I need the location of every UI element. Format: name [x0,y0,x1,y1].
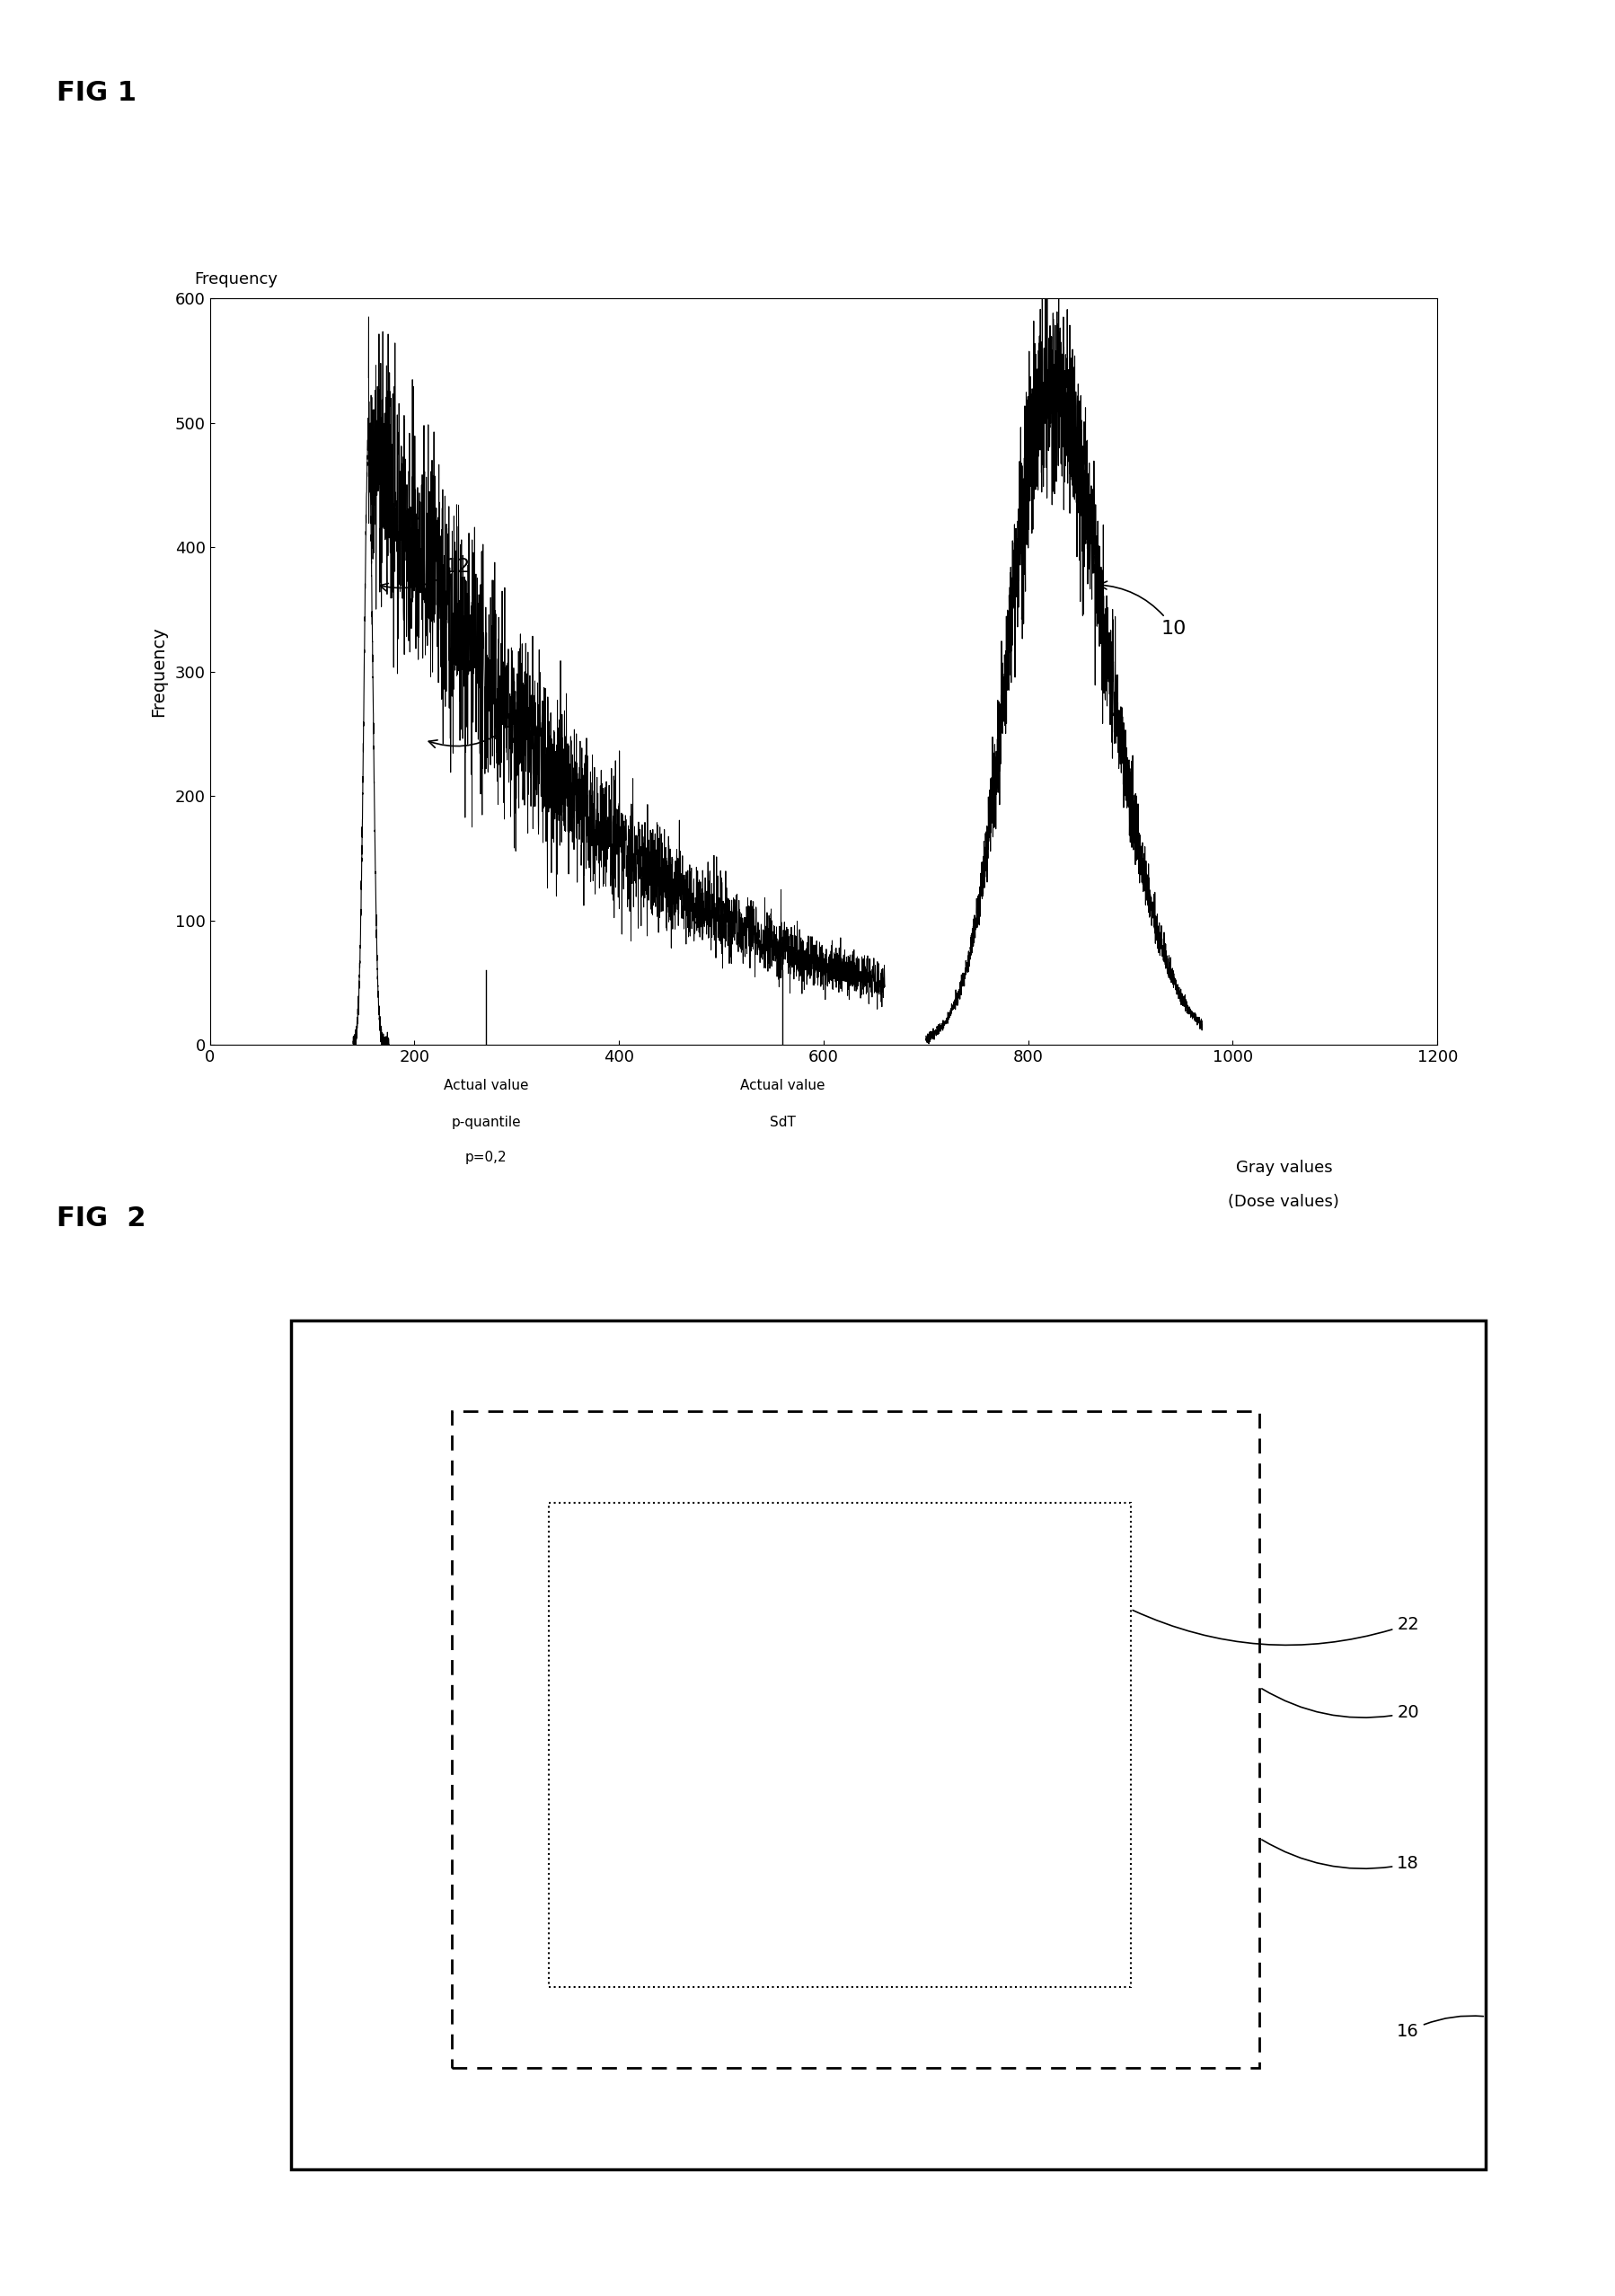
Text: p-quantile: p-quantile [451,1116,522,1130]
Text: 18: 18 [1261,1839,1420,1871]
Text: 10: 10 [1098,581,1187,638]
Text: FIG  2: FIG 2 [57,1205,145,1231]
Y-axis label: Frequency: Frequency [150,627,168,716]
Text: 16: 16 [1397,2016,1483,2041]
Bar [291,1320,1486,2170]
Bar [452,1412,1260,2069]
Text: p=0,2: p=0,2 [465,1150,507,1164]
Bar [549,1502,1130,1988]
Text: FIG 1: FIG 1 [57,80,136,106]
Text: Actual value: Actual value [444,1079,528,1093]
Text: 14: 14 [428,714,526,748]
Text: Actual value: Actual value [740,1079,825,1093]
Text: (Dose values): (Dose values) [1229,1194,1339,1210]
Text: SdT: SdT [770,1116,796,1130]
Text: 20: 20 [1261,1688,1420,1722]
Text: 22: 22 [1132,1609,1420,1646]
Text: Gray values: Gray values [1235,1159,1332,1176]
Text: 12: 12 [380,558,470,590]
Text: Frequency: Frequency [194,271,278,287]
